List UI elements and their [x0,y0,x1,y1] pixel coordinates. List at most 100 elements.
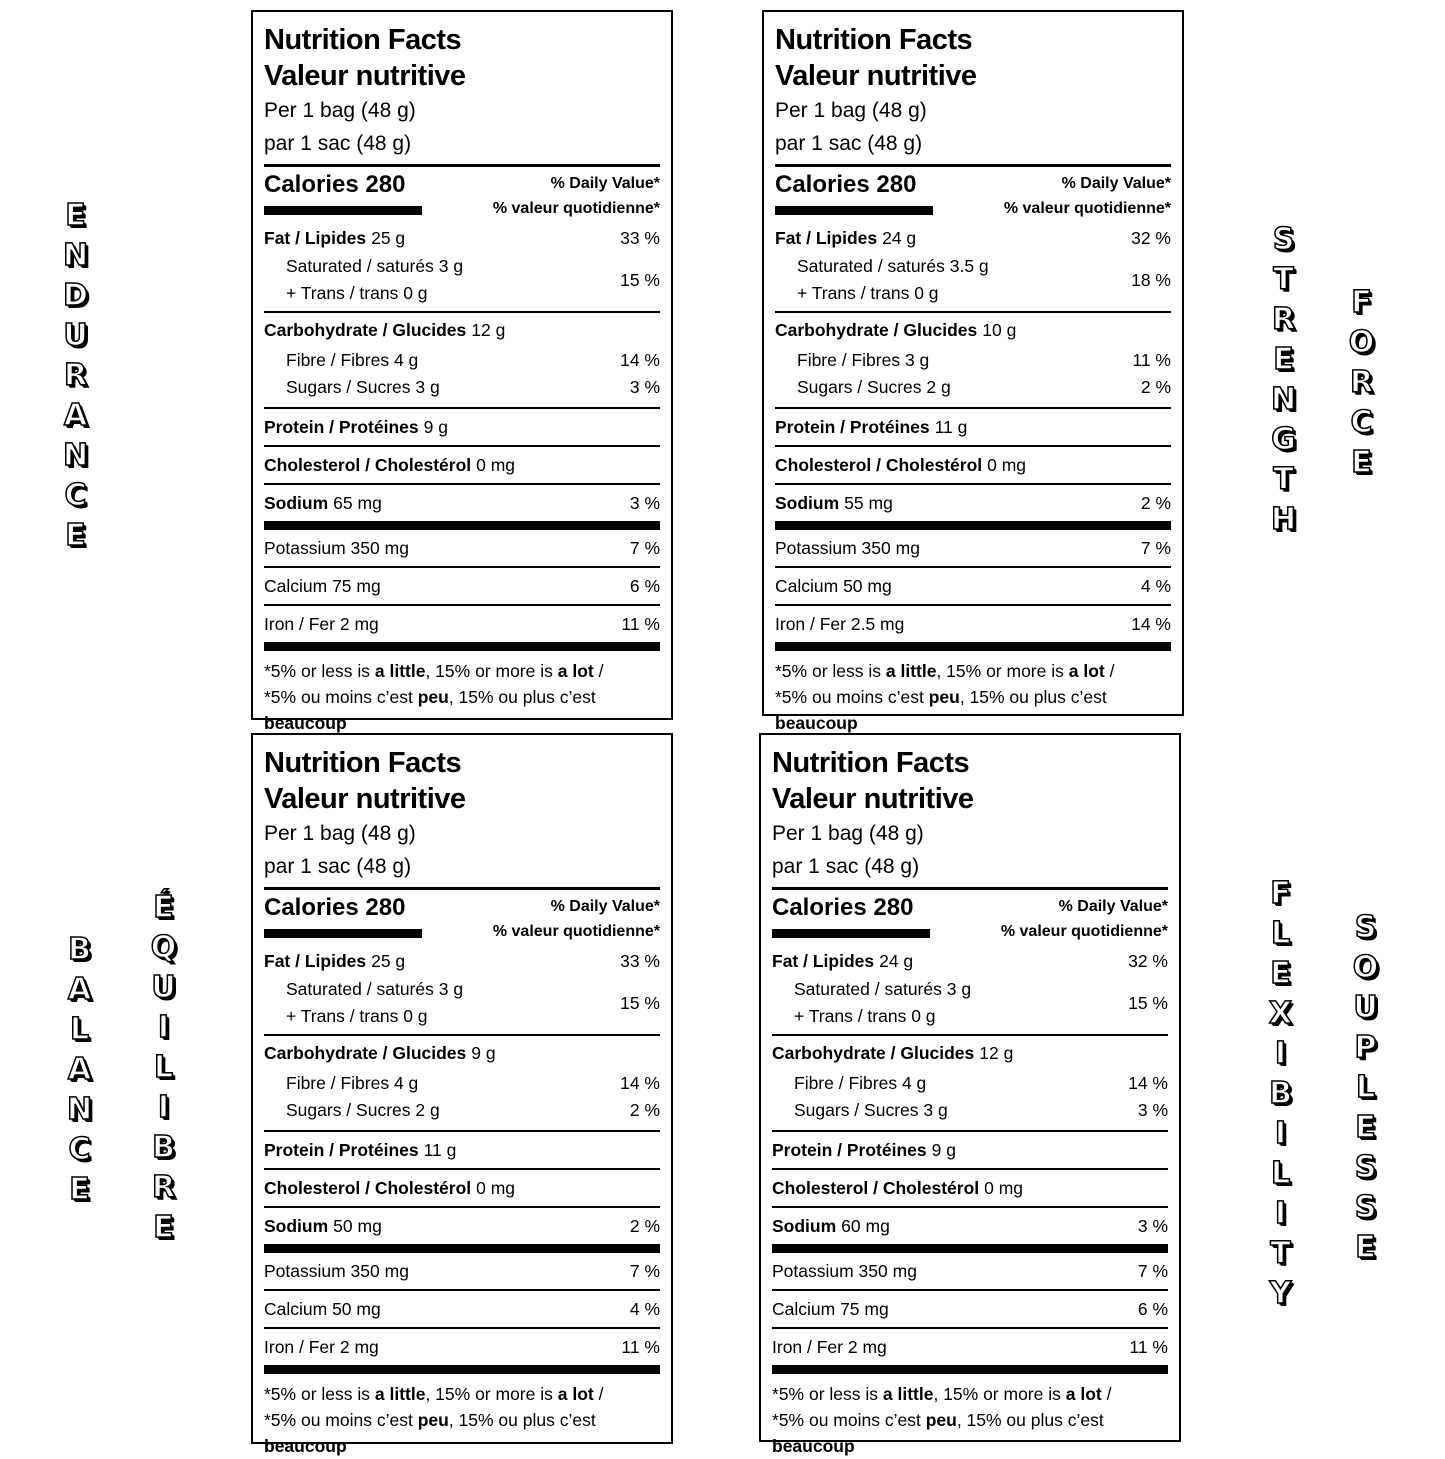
footnote-part: peu [417,1410,449,1430]
nutrient-text: Fibre / Fibres 4 g [286,1073,419,1093]
nutrient-row: Cholesterol / Cholestérol 0 mg [264,447,660,483]
saturated-text: Saturated / saturés 3.5 g + Trans / trans… [775,253,989,307]
title: Valeur nutritive [264,60,466,92]
rule [264,1244,660,1253]
nutrient-text: Fat / Lipides 24 g [772,948,913,975]
daily-value: 2 % [629,1215,660,1236]
side-word: FLEXIBILITY [1262,875,1299,1317]
amount: 60 mg [841,1215,890,1236]
daily-value: 15 % [620,269,660,290]
title: Valeur nutritive [775,60,977,92]
nutrient-name: Sodium [264,492,329,513]
amount: 55 mg [844,492,893,513]
saturated-block: Saturated / saturés 3.5 g + Trans / trans… [775,253,1171,311]
footnote-part: a lot [557,1384,594,1404]
nutrient-text: Sodium 60 mg [772,1213,890,1240]
calories-row: Calories 280 % Daily Value* % valeur quoti… [772,890,1168,943]
calories: Calories 280 [264,171,406,198]
nutrient-name: Cholesterol / Cholestérol [264,454,472,475]
footnote-part: , 15% or more is [425,1384,558,1404]
nutrient-row: Iron / Fer 2.5 mg 14 % [775,606,1171,642]
footnote-part: peu [417,687,449,707]
footnote-part: a lot [1068,661,1105,681]
nutrient-text: Sodium 50 mg [264,1213,382,1240]
nutrient-name: Sodium [775,492,840,513]
daily-value: 3 % [629,492,660,513]
calories-bar [772,929,930,938]
amount: 9 g [931,1139,956,1160]
footnote-part: / *5% ou moins c’est [264,661,604,707]
daily-value: 7 % [629,1260,660,1281]
footnote: *5% or less is a little, 15% or more is … [264,651,660,736]
nutrient-text: Sodium 55 mg [775,490,893,517]
footnote-part: a lot [557,661,594,681]
calories-block: Calories 280 [775,167,933,220]
daily-value: 6 % [629,575,660,596]
nutrient-row: Iron / Fer 2 mg 11 % [264,606,660,642]
rule [264,887,660,890]
nutrient-text: Sodium 65 mg [264,490,382,517]
nutrient-text: Protein / Protéines 9 g [264,414,448,441]
rule [264,1034,660,1036]
daily-value: 7 % [629,537,660,558]
nutrient-text: Calcium 50 mg [264,1298,381,1319]
nutrient-text: Sugars / Sucres 3 g [286,377,440,397]
amount: 24 g [882,227,917,248]
footnote-part: *5% or less is [264,661,375,681]
nutrient-row: Carbohydrate / Glucides 12 g [772,1036,1168,1070]
rule [264,1130,660,1132]
title: Nutrition Facts [264,747,462,779]
nutrient-text: Cholesterol / Cholestérol 0 mg [264,1175,515,1202]
nutrient-row: Sodium 65 mg 3 % [264,485,660,521]
rule [264,566,660,568]
title: Nutrition Facts [775,24,973,56]
side-word: BALANCE [61,931,98,1213]
rule [775,311,1171,313]
amount: 24 g [879,950,914,971]
nutrient-row: Fibre / Fibres 3 g 11 % [775,347,1171,374]
daily-value: 7 % [1140,537,1171,558]
footnote-part: *5% or less is [775,661,886,681]
nutrient-row: Sugars / Sucres 2 g 2 % [775,374,1171,407]
amount: 9 g [471,1042,496,1063]
amount: 12 g [471,319,506,340]
daily-value: 14 % [1131,613,1171,634]
footnote: *5% or less is a little, 15% or more is … [264,1374,660,1459]
footnote-part: / *5% ou moins c’est [264,1384,604,1430]
nutrient-row: Potassium 350 mg 7 % [775,530,1171,566]
nutrient-row: Fat / Lipides 25 g 33 % [264,946,660,976]
daily-value: 11 % [1132,350,1171,370]
daily-value: 11 % [621,1336,660,1357]
nutrient-row: Calcium 50 mg 4 % [264,1291,660,1327]
dv-heading-line: % valeur quotidienne* [1003,200,1171,217]
footnote-part: *5% or less is [772,1384,883,1404]
rule [772,1289,1168,1291]
rule [775,604,1171,606]
nutrient-name: Protein / Protéines [772,1139,927,1160]
nutrient-text: Carbohydrate / Glucides 9 g [264,1040,496,1067]
saturated-text: Saturated / saturés 3 g + Trans / trans 0… [772,976,971,1030]
title: Nutrition Facts [264,24,462,56]
nutrient-row: Carbohydrate / Glucides 10 g [775,313,1171,347]
nutrient-text: Fat / Lipides 25 g [264,225,405,252]
rule [772,1244,1168,1253]
side-word: ENDURANCE [57,197,94,559]
nutrient-text: Calcium 50 mg [775,575,892,596]
side-word: FORCE [1343,284,1380,486]
nutrient-row: Fibre / Fibres 4 g 14 % [264,1070,660,1097]
nutrient-text: Fat / Lipides 24 g [775,225,916,252]
saturated: Saturated / saturés 3 g [286,256,464,276]
nutrient-text: Iron / Fer 2.5 mg [775,613,905,634]
nutrient-name: Protein / Protéines [264,1139,419,1160]
rule [264,483,660,485]
rule [264,604,660,606]
saturated: Saturated / saturés 3 g [286,979,464,999]
rule [775,521,1171,530]
rule [772,1206,1168,1208]
nutrient-text: Cholesterol / Cholestérol 0 mg [264,452,515,479]
nutrient-text: Potassium 350 mg [772,1260,917,1281]
nutrient-name: Cholesterol / Cholestérol [264,1177,472,1198]
nutrient-text: Potassium 350 mg [264,1260,409,1281]
calories: Calories 280 [775,171,917,198]
rule [264,642,660,651]
